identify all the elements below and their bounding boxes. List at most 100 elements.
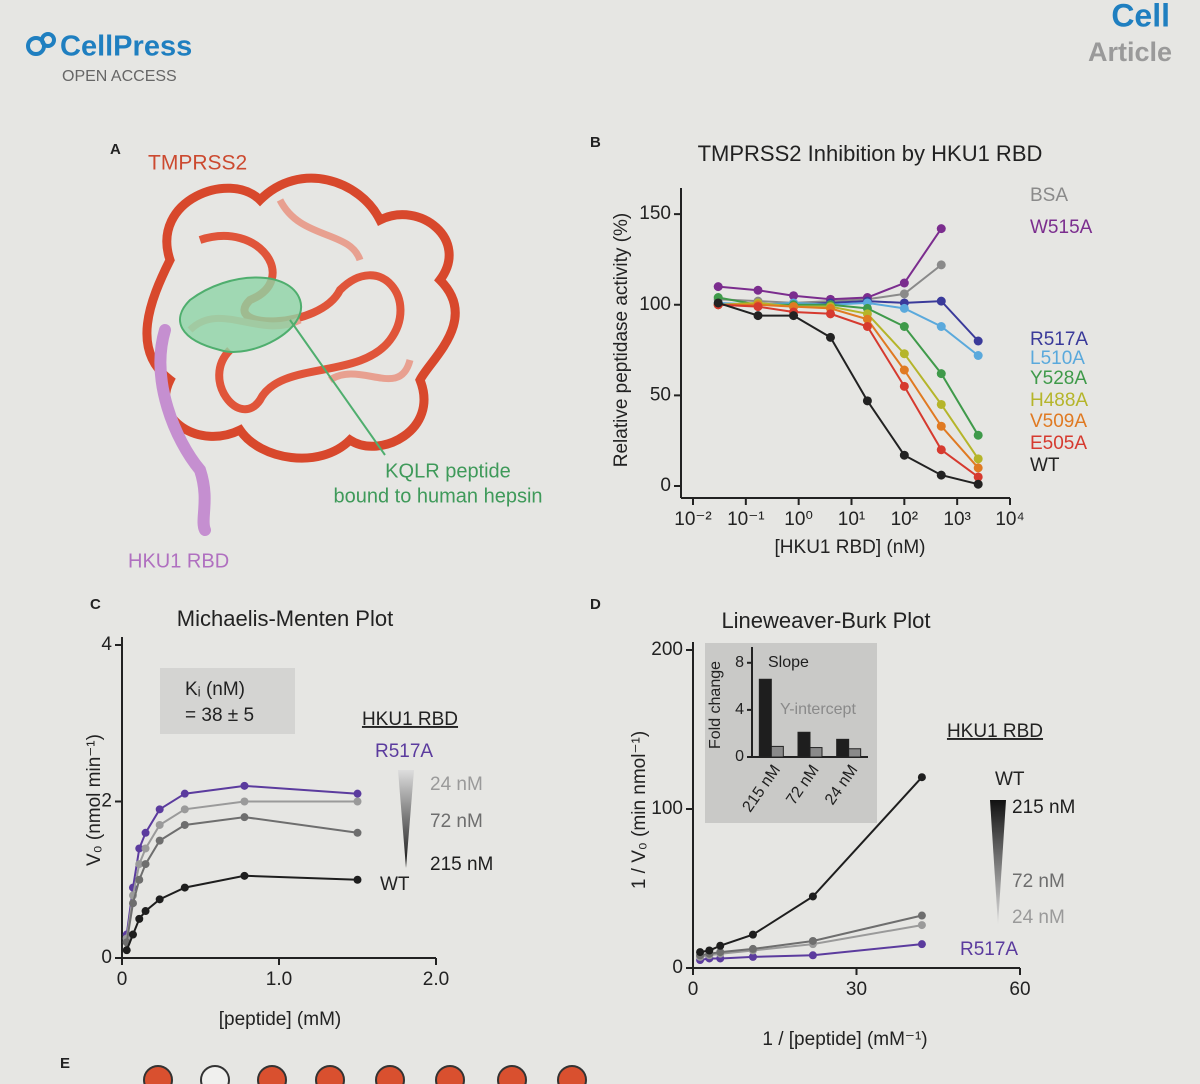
data-point (936, 322, 946, 331)
data-point (713, 282, 723, 292)
data-point (862, 322, 872, 331)
y-tick-label: 50 (650, 384, 671, 405)
residue (315, 1065, 345, 1084)
data-point (141, 844, 150, 853)
panel-letter: E (60, 1055, 70, 1072)
data-point (936, 445, 946, 455)
peptide-surface (179, 276, 303, 353)
legend-label: W515A (1030, 217, 1093, 238)
legend-label: 72 nM (430, 811, 483, 832)
data-point (936, 369, 946, 379)
legend-label: 215 nM (1012, 797, 1075, 818)
y-tick-label: 4 (101, 634, 112, 655)
data-point (135, 844, 144, 853)
data-point (135, 914, 144, 923)
panel-letter: A (110, 141, 121, 158)
legend-note: WT (380, 874, 410, 895)
data-point (973, 479, 983, 489)
residue (435, 1065, 465, 1084)
data-point (899, 289, 909, 299)
y-tick-label: 8 (735, 654, 744, 671)
data-point (753, 285, 763, 295)
data-point (808, 936, 817, 945)
x-tick-label: 10² (891, 509, 918, 530)
x-tick-label: 10⁻¹ (727, 509, 765, 530)
pointer (289, 319, 386, 456)
annotation-background (160, 668, 295, 734)
chart-title: Lineweaver-Burk Plot (721, 608, 930, 633)
y-tick-label: 200 (651, 639, 683, 660)
chart-title: Michaelis-Menten Plot (177, 606, 393, 631)
series-line (718, 301, 980, 460)
residue (143, 1065, 173, 1084)
data-point (716, 941, 725, 950)
data-point (240, 781, 249, 790)
data-point (180, 805, 189, 814)
bar (836, 738, 850, 758)
data-point (753, 302, 763, 312)
publisher: CellPress (60, 31, 192, 63)
data-point (899, 450, 909, 460)
data-point (122, 946, 131, 955)
data-point (353, 875, 362, 884)
panel-letter: C (90, 596, 101, 613)
residue (375, 1065, 405, 1084)
legend-label: Y-intercept (780, 701, 856, 718)
y-tick-label: 100 (639, 294, 671, 315)
x-tick-label: 10¹ (838, 509, 865, 530)
bar (797, 731, 811, 758)
data-point (748, 930, 757, 939)
x-tick-label: 10³ (943, 509, 970, 530)
y-tick-label: 0 (660, 475, 671, 496)
y-tick-label: 2 (101, 791, 112, 812)
data-point (716, 948, 725, 957)
rbd-label: HKU1 RBD (128, 550, 229, 572)
x-tick-label: 10⁴ (995, 509, 1024, 530)
legend-label: R517A (960, 939, 1018, 960)
series-line (125, 800, 358, 939)
data-point (899, 381, 909, 391)
legend-label: E505A (1030, 433, 1087, 454)
series-line (125, 784, 358, 935)
data-point (973, 463, 983, 473)
y-axis-label: Fold change (707, 661, 724, 749)
data-point (155, 895, 164, 904)
data-point (141, 907, 150, 916)
access: OPEN ACCESS (62, 68, 177, 85)
x-axis-label: [HKU1 RBD] (nM) (775, 537, 926, 558)
data-point (936, 260, 946, 270)
data-point (748, 952, 757, 961)
legend-label: Slope (768, 654, 809, 671)
panel-a: A TMPRSS2 KQLR peptide bound to human he… (110, 141, 543, 572)
data-point (917, 940, 926, 949)
legend-label: R517A (375, 741, 433, 762)
data-point (705, 946, 714, 955)
y-tick-label: 150 (639, 203, 671, 224)
data-point (789, 311, 799, 321)
data-point (825, 309, 835, 319)
data-point (789, 291, 799, 301)
series-line (718, 303, 979, 478)
series-line (717, 301, 979, 486)
legend-label: 24 nM (1012, 907, 1065, 928)
data-point (808, 892, 817, 901)
y-tick-label: 0 (672, 957, 683, 978)
data-point (808, 951, 817, 960)
data-point (353, 797, 362, 806)
journal: Cell (1111, 0, 1170, 33)
bar (758, 678, 772, 758)
x-axis-label: [peptide] (mM) (219, 1009, 341, 1030)
legend-label: V509A (1030, 411, 1087, 432)
chart-title: TMPRSS2 Inhibition by HKU1 RBD (698, 141, 1043, 166)
data-point (899, 365, 909, 375)
series-line (125, 816, 358, 943)
annotation: Kᵢ (nM) (185, 679, 245, 700)
peptide-label: KQLR peptide (385, 460, 511, 482)
legend-label: 72 nM (1012, 871, 1065, 892)
data-point (899, 278, 909, 288)
data-point (135, 875, 144, 884)
data-point (155, 836, 164, 845)
gradient-wedge (990, 800, 1006, 925)
